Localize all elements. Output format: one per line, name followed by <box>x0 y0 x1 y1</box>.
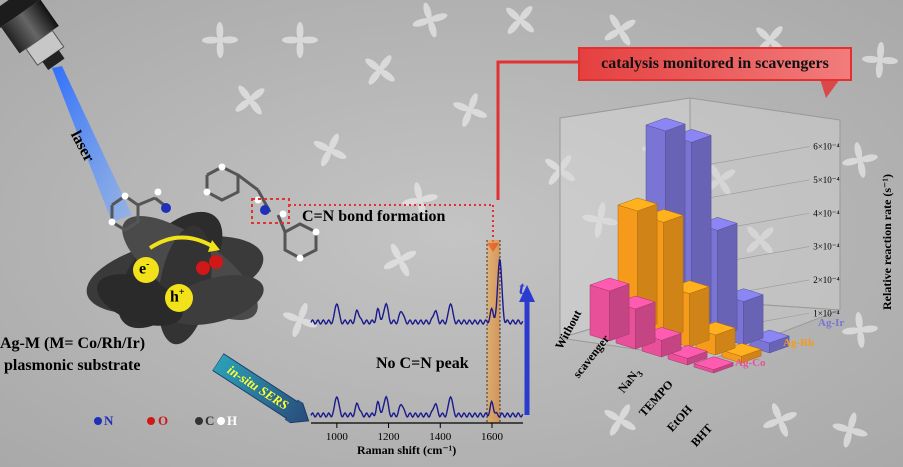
bar-ag-co-4 <box>693 356 734 374</box>
bar-chart-y-tick: 6×10⁻⁴ <box>813 142 839 152</box>
snowflake-particle <box>842 142 878 178</box>
legend-n: N <box>104 413 114 428</box>
legend-c: C <box>205 413 215 428</box>
legend-o: O <box>158 413 169 428</box>
snowflake-particle <box>283 303 317 337</box>
snowflake-particle <box>604 14 636 46</box>
substrate-label-line1: Ag-M (M= Co/Rh/Ir) <box>0 335 146 352</box>
raman-x-tick-label: 1400 <box>429 431 452 443</box>
snowflake-particle <box>235 85 265 115</box>
legend-n-dot <box>94 417 102 425</box>
series-label-ag-ir: Ag-Ir <box>818 317 845 329</box>
spectrum-without-cn-bottom <box>310 395 524 419</box>
bar-chart-y-tick: 1×10⁻⁴ <box>813 308 839 318</box>
charge-transfer-arrow <box>148 235 213 250</box>
bar-ag-co-3 <box>667 345 708 366</box>
snowflake-particle <box>202 22 238 58</box>
legend-o-dot <box>147 417 155 425</box>
snowflake-particle <box>453 93 487 127</box>
snowflake-particle <box>402 182 438 218</box>
raman-x-tick-label: 1600 <box>481 431 504 443</box>
bar-ag-co-0 <box>589 277 630 342</box>
spectrum-with-scavenger-top <box>310 258 524 326</box>
bar-chart-y-tick: 5×10⁻⁴ <box>813 175 839 185</box>
electron-bubble <box>133 257 159 283</box>
no-peak-label: No C=N peak <box>376 355 469 372</box>
time-label: t <box>519 278 525 298</box>
snowflake-particle <box>842 312 878 348</box>
raman-spectra-panel: 1000 1200 1400 1600 <box>310 240 535 443</box>
raman-x-ticks: 1000 1200 1400 1600 <box>326 423 504 443</box>
scavenger-banner: catalysis monitored in scavengers <box>578 47 852 81</box>
raman-x-tick-label: 1200 <box>378 431 401 443</box>
series-label-ag-rh: Ag-Rh <box>783 337 815 349</box>
substrate-label-line2: plasmonic substrate <box>4 357 141 374</box>
relative-reaction-rate-3d-chart: 1×10⁻⁴ 2×10⁻⁴ 3×10⁻⁴ 4×10⁻⁴ 5×10⁻⁴ 6×10⁻⁴ <box>559 97 841 374</box>
raman-x-axis-label: Raman shift (cm⁻¹) <box>357 443 457 457</box>
atoms <box>108 163 320 275</box>
electron-letter: e <box>139 260 147 278</box>
c-n-peak-band <box>487 240 500 423</box>
electron-sign: - <box>146 259 150 270</box>
snowflake-particle <box>862 42 898 78</box>
hole-sign: + <box>178 287 185 298</box>
legend-h: H <box>227 413 238 428</box>
snowflake-particle <box>412 2 448 38</box>
bar-ag-rh-4 <box>721 343 762 364</box>
bar-chart-y-axis-label: Relative reaction rate (s⁻¹) <box>880 174 894 310</box>
snowflake-particle <box>313 133 347 167</box>
bond-formation-label: C=N bond formation <box>302 208 446 225</box>
snowflake-particle <box>282 22 318 58</box>
in-situ-sers-arrow: in-situ SERS <box>211 352 310 424</box>
microscope-objective-icon <box>0 0 65 70</box>
electron-label: e- <box>139 259 149 278</box>
snowflake-particle <box>506 6 534 34</box>
snowflake-particle <box>763 403 797 437</box>
snowflake-particle <box>383 243 417 277</box>
raman-x-tick-label: 1000 <box>326 431 349 443</box>
hole-label: h+ <box>170 287 185 306</box>
bar-chart-y-tick: 3×10⁻⁴ <box>813 242 839 252</box>
hole-letter: h <box>170 288 179 306</box>
hole-bubble <box>165 284 193 312</box>
series-label-ag-co: Ag-Co <box>735 357 766 369</box>
banner-pointer <box>820 79 840 98</box>
legend-h-dot <box>217 417 225 425</box>
bar-chart-y-tick: 4×10⁻⁴ <box>813 208 839 218</box>
c-n-highlight-box <box>251 198 290 224</box>
laser-beam <box>52 66 132 222</box>
legend-c-dot <box>195 417 203 425</box>
ag-m-nanoflower-substrate <box>86 211 264 345</box>
snowflake-particle <box>604 404 636 436</box>
snowflake-particle <box>832 412 868 448</box>
bar-chart-y-tick: 2×10⁻⁴ <box>813 275 839 285</box>
snowflake-particle <box>365 55 395 85</box>
banner-connector <box>496 60 578 200</box>
